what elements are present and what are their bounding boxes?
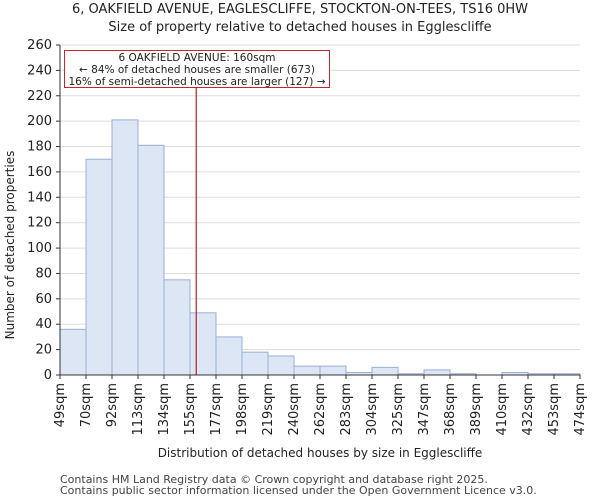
annotation-box: 6 OAKFIELD AVENUE: 160sqm ← 84% of detac… — [64, 50, 330, 88]
axes — [56, 44, 581, 379]
x-tick-label: 410sqm — [495, 383, 510, 436]
chart-title: 6, OAKFIELD AVENUE, EAGLESCLIFFE, STOCKT… — [71, 2, 529, 17]
x-tick-label: 453sqm — [547, 383, 562, 436]
y-tick-label: 80 — [35, 266, 52, 281]
x-tick-label: 92sqm — [105, 383, 120, 427]
y-tick-label: 140 — [27, 190, 52, 205]
histogram-bar — [241, 351, 269, 376]
y-tick-label: 0 — [44, 368, 52, 383]
y-tick-label: 260 — [27, 38, 52, 53]
x-tick-label: 368sqm — [443, 383, 458, 436]
y-tick-label: 120 — [27, 216, 52, 231]
y-tick-label: 20 — [35, 343, 52, 358]
x-tick-label: 347sqm — [417, 383, 432, 436]
x-tick-label: 70sqm — [79, 383, 94, 427]
x-tick-label: 389sqm — [469, 383, 484, 436]
histogram-bar — [189, 312, 217, 376]
x-tick-label: 432sqm — [521, 383, 536, 436]
y-tick-label: 60 — [35, 292, 52, 307]
x-tick-label: 283sqm — [339, 383, 354, 436]
annotation-line-3: 16% of semi-detached houses are larger (… — [68, 76, 326, 88]
histogram-bar — [267, 355, 295, 376]
histogram-bar — [371, 366, 399, 376]
histogram-bar — [85, 158, 113, 376]
y-tick-label: 160 — [27, 165, 52, 180]
histogram-bar — [59, 328, 87, 376]
y-tick-label: 180 — [27, 140, 52, 155]
x-tick-label: 262sqm — [313, 383, 328, 436]
x-tick-label: 304sqm — [365, 383, 380, 436]
histogram-bar — [137, 144, 165, 376]
y-tick-label: 40 — [35, 317, 52, 332]
x-tick-label: 49sqm — [53, 383, 68, 427]
x-tick-label: 198sqm — [235, 383, 250, 436]
histogram-bar — [215, 336, 243, 376]
x-axis-label: Distribution of detached houses by size … — [158, 446, 483, 460]
x-tick-label: 134sqm — [157, 383, 172, 436]
x-tick-label: 240sqm — [287, 383, 302, 436]
x-tick-label: 219sqm — [261, 383, 276, 436]
histogram-bar — [111, 119, 139, 376]
y-tick-label: 240 — [27, 63, 52, 78]
footer-line-1: Contains HM Land Registry data © Crown c… — [60, 473, 488, 486]
footer-line-2: Contains public sector information licen… — [60, 484, 537, 497]
x-tick-labels: 49sqm 70sqm 92sqm 113sqm 134sqm 155sqm 177sqm 1… — [53, 383, 588, 436]
histogram-bar — [319, 365, 347, 376]
annotation-line-1: 6 OAKFIELD AVENUE: 160sqm — [118, 52, 276, 64]
annotation-line-2: ← 84% of detached houses are smaller (67… — [79, 64, 315, 76]
x-tick-label: 325sqm — [391, 383, 406, 436]
histogram-bars — [59, 119, 581, 376]
y-tick-labels: 0 20 40 60 80 100 120 140 160 180 200 220 240 260 — [27, 38, 52, 383]
histogram-bar — [293, 365, 321, 376]
histogram-bar — [423, 369, 451, 376]
y-tick-label: 220 — [27, 89, 52, 104]
y-tick-label: 100 — [27, 241, 52, 256]
y-tick-label: 200 — [27, 114, 52, 129]
x-tick-label: 474sqm — [573, 383, 588, 436]
x-tick-label: 155sqm — [183, 383, 198, 436]
x-tick-label: 113sqm — [131, 383, 146, 436]
histogram-bar — [163, 279, 191, 376]
x-tick-label: 177sqm — [209, 383, 224, 436]
chart-subtitle: Size of property relative to detached ho… — [108, 20, 492, 35]
y-axis-label: Number of detached properties — [3, 151, 17, 340]
